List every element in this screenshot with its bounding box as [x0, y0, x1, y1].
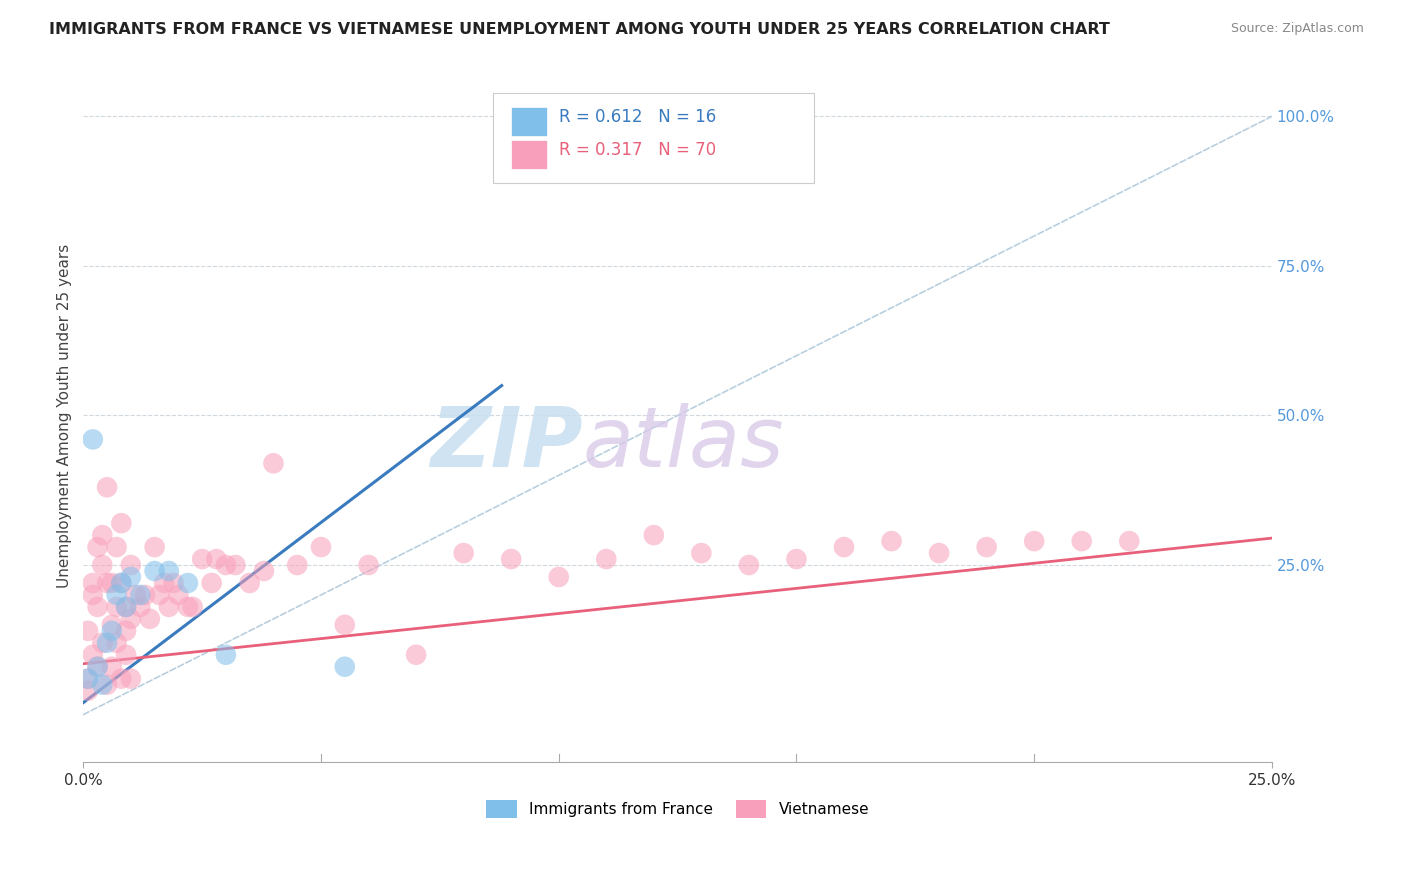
- Point: [501, 552, 523, 566]
- Point: [405, 648, 427, 662]
- Point: [96, 678, 118, 692]
- Point: [832, 540, 855, 554]
- Point: [96, 636, 118, 650]
- Point: [115, 648, 138, 662]
- Point: [82, 588, 104, 602]
- Point: [77, 683, 100, 698]
- Point: [77, 672, 100, 686]
- Point: [91, 636, 114, 650]
- Point: [643, 528, 665, 542]
- Point: [547, 570, 569, 584]
- Point: [110, 576, 132, 591]
- Point: [96, 576, 118, 591]
- Y-axis label: Unemployment Among Youth under 25 years: Unemployment Among Youth under 25 years: [58, 244, 72, 588]
- Point: [101, 659, 124, 673]
- Point: [77, 672, 100, 686]
- Point: [309, 540, 332, 554]
- Point: [124, 588, 146, 602]
- Point: [86, 599, 108, 614]
- Point: [129, 588, 152, 602]
- Point: [595, 552, 617, 566]
- Point: [153, 576, 176, 591]
- Point: [105, 588, 128, 602]
- Point: [148, 588, 170, 602]
- Point: [120, 672, 142, 686]
- Point: [96, 480, 118, 494]
- Point: [105, 540, 128, 554]
- Point: [115, 599, 138, 614]
- Point: [357, 558, 380, 572]
- Point: [690, 546, 713, 560]
- Point: [1118, 534, 1140, 549]
- Point: [143, 540, 166, 554]
- Text: atlas: atlas: [582, 402, 785, 483]
- FancyBboxPatch shape: [512, 140, 547, 169]
- Point: [91, 678, 114, 692]
- Point: [77, 624, 100, 638]
- Point: [263, 456, 285, 470]
- Point: [143, 564, 166, 578]
- Point: [976, 540, 998, 554]
- Point: [105, 636, 128, 650]
- Point: [105, 599, 128, 614]
- Point: [86, 540, 108, 554]
- Point: [205, 552, 228, 566]
- Point: [110, 576, 132, 591]
- Point: [110, 672, 132, 686]
- Point: [785, 552, 807, 566]
- Point: [239, 576, 262, 591]
- Point: [181, 599, 204, 614]
- Point: [1070, 534, 1092, 549]
- Point: [224, 558, 246, 572]
- Text: IMMIGRANTS FROM FRANCE VS VIETNAMESE UNEMPLOYMENT AMONG YOUTH UNDER 25 YEARS COR: IMMIGRANTS FROM FRANCE VS VIETNAMESE UNE…: [49, 22, 1111, 37]
- Point: [91, 528, 114, 542]
- Text: ZIP: ZIP: [430, 402, 582, 483]
- Point: [91, 558, 114, 572]
- FancyBboxPatch shape: [512, 107, 547, 136]
- Point: [1024, 534, 1046, 549]
- Point: [139, 612, 162, 626]
- Point: [101, 618, 124, 632]
- Point: [285, 558, 308, 572]
- Point: [333, 618, 356, 632]
- Point: [177, 576, 200, 591]
- Point: [129, 599, 152, 614]
- Point: [928, 546, 950, 560]
- Point: [177, 599, 200, 614]
- Point: [120, 612, 142, 626]
- Point: [201, 576, 224, 591]
- Text: R = 0.612   N = 16: R = 0.612 N = 16: [558, 108, 716, 126]
- Point: [101, 624, 124, 638]
- Point: [110, 516, 132, 530]
- FancyBboxPatch shape: [494, 93, 814, 183]
- Point: [115, 599, 138, 614]
- Point: [738, 558, 761, 572]
- Point: [82, 576, 104, 591]
- Text: Source: ZipAtlas.com: Source: ZipAtlas.com: [1230, 22, 1364, 36]
- Point: [86, 659, 108, 673]
- Point: [120, 570, 142, 584]
- Point: [134, 588, 156, 602]
- Point: [82, 648, 104, 662]
- Point: [115, 624, 138, 638]
- Point: [86, 659, 108, 673]
- Legend: Immigrants from France, Vietnamese: Immigrants from France, Vietnamese: [479, 794, 876, 824]
- Point: [215, 648, 238, 662]
- Text: R = 0.317   N = 70: R = 0.317 N = 70: [558, 141, 716, 160]
- Point: [167, 588, 190, 602]
- Point: [880, 534, 903, 549]
- Point: [157, 599, 180, 614]
- Point: [191, 552, 214, 566]
- Point: [162, 576, 184, 591]
- Point: [253, 564, 276, 578]
- Point: [157, 564, 180, 578]
- Point: [101, 576, 124, 591]
- Point: [215, 558, 238, 572]
- Point: [120, 558, 142, 572]
- Point: [82, 433, 104, 447]
- Point: [333, 659, 356, 673]
- Point: [453, 546, 475, 560]
